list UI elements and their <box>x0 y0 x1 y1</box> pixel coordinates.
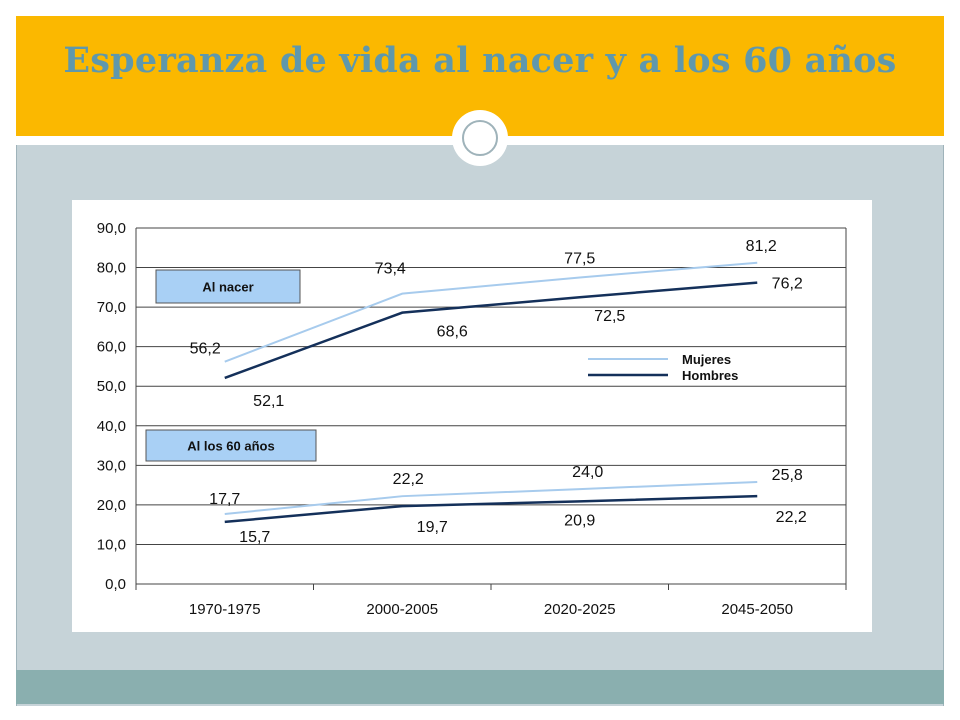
y-tick-label: 30,0 <box>97 457 126 474</box>
y-tick-label: 20,0 <box>97 497 126 514</box>
data-label: 20,9 <box>564 512 595 529</box>
data-label: 56,2 <box>190 341 221 358</box>
data-label: 52,1 <box>253 393 284 410</box>
group-label: Al nacer <box>202 280 253 295</box>
y-tick-label: 60,0 <box>97 339 126 356</box>
group-label-box <box>145 429 317 462</box>
legend-label: Hombres <box>682 368 738 383</box>
x-tick-label: 2020-2025 <box>544 601 616 618</box>
series-line-al-nacer-hombres <box>224 281 758 380</box>
slide-title: Esperanza de vida al nacer y a los 60 añ… <box>63 40 897 81</box>
data-label: 22,2 <box>393 471 424 488</box>
series-line-a-los-60-hombres <box>224 494 758 524</box>
data-label: 22,2 <box>776 509 807 526</box>
y-tick-label: 40,0 <box>97 418 126 435</box>
series-line-al-nacer-mujeres <box>224 261 758 363</box>
data-label: 68,6 <box>437 324 468 341</box>
y-tick-label: 80,0 <box>97 260 126 277</box>
y-tick-label: 50,0 <box>97 378 126 395</box>
data-label: 24,0 <box>572 464 603 481</box>
title-ornament <box>452 110 508 166</box>
x-tick-label: 2000-2005 <box>366 601 438 618</box>
chart-panel: 0,0 10,0 20,0 30,0 40,0 50,0 60,0 70,0 80,0 90,0 1… <box>72 200 872 632</box>
legend-label: Mujeres <box>682 352 731 367</box>
grid <box>136 227 846 585</box>
group-boxes: Al nacer Al los 60 años <box>145 269 317 462</box>
data-label: 77,5 <box>564 250 595 267</box>
line-chart: 0,0 10,0 20,0 30,0 40,0 50,0 60,0 70,0 80,0 90,0 1… <box>97 220 847 618</box>
series-line-a-los-60-mujeres <box>224 480 758 515</box>
data-label: 17,7 <box>209 491 240 508</box>
data-label: 72,5 <box>594 308 625 325</box>
data-label: 81,2 <box>746 238 777 255</box>
group-label: Al los 60 años <box>187 439 274 454</box>
group-label-box <box>155 269 301 304</box>
data-labels: 56,2 73,4 77,5 81,2 52,1 68,6 72,5 76,2 17,7 22,2… <box>190 238 807 546</box>
y-tick-label: 0,0 <box>105 576 126 593</box>
data-label: 15,7 <box>239 529 270 546</box>
data-label: 25,8 <box>772 467 803 484</box>
footer-bar <box>16 670 944 704</box>
y-tick-label: 70,0 <box>97 299 126 316</box>
axes: 0,0 10,0 20,0 30,0 40,0 50,0 60,0 70,0 80,0 90,0 1… <box>97 220 847 618</box>
x-tick-label: 1970-1975 <box>189 601 261 618</box>
y-tick-label: 90,0 <box>97 220 126 237</box>
ornament-ring <box>462 120 498 156</box>
data-label: 19,7 <box>417 519 448 536</box>
series <box>224 261 758 524</box>
data-label: 76,2 <box>772 276 803 293</box>
y-tick-label: 10,0 <box>97 536 126 553</box>
data-label: 73,4 <box>375 261 406 278</box>
x-tick-label: 2045-2050 <box>721 601 793 618</box>
